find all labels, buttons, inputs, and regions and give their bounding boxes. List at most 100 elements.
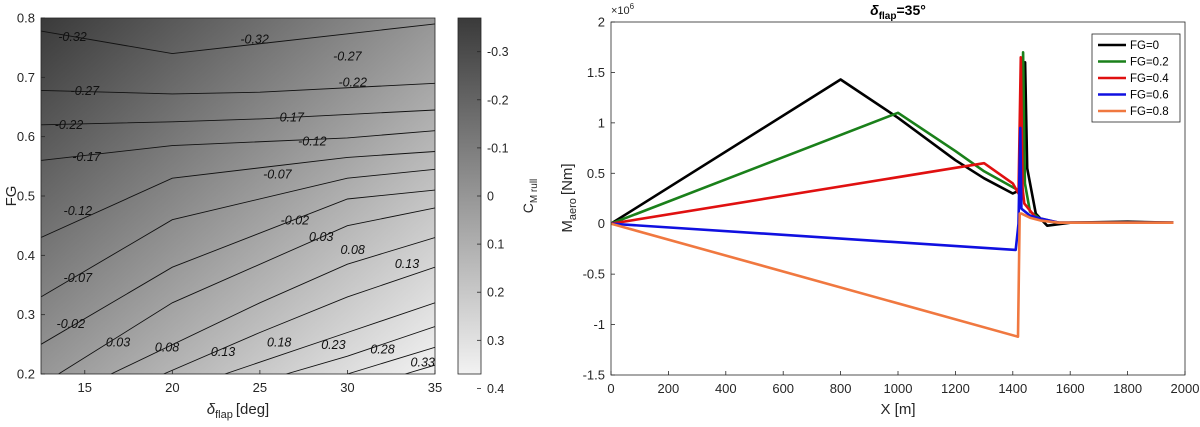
- contour-label-3-2: -0.22: [338, 76, 367, 90]
- legend-label-4: FG=0.6: [1130, 90, 1169, 102]
- contour-label-4-2: -0.17: [275, 111, 305, 125]
- contour-map-panel: -0.32 -0.32 -0.27 -0.27 -0.22 -0.22 -0.17 -0.17…: [3, 11, 442, 422]
- line-x-tick-label: 1800: [1113, 381, 1142, 396]
- contour-label-8-1: 0.03: [106, 336, 130, 350]
- contour-line-12: [286, 326, 435, 374]
- y-multiplier: ×106: [611, 2, 635, 17]
- colorbar-tick-label: -0.2: [487, 93, 509, 107]
- contour-label-2-1: -0.27: [71, 84, 101, 98]
- contour-label-12-1: 0.23: [321, 338, 345, 352]
- line-x-tick-label: 800: [830, 381, 852, 396]
- legend-label-1: FG=0: [1130, 40, 1159, 52]
- contour-x-axis-label: δflap [deg]: [207, 401, 269, 421]
- line-x-tick-label: 1400: [998, 381, 1027, 396]
- colorbar-ticks: -0.3 -0.2 -0.1 0 0.1 0.2 0.3 0.4: [477, 45, 509, 396]
- contour-label-5-2: -0.12: [298, 134, 327, 148]
- contour-line-13: [347, 346, 435, 374]
- line-series: [611, 50, 1174, 339]
- contour-line-3: [41, 109, 435, 126]
- contour-x-tick-label: 25: [253, 380, 267, 395]
- contour-y-tick-label: 0.3: [17, 307, 35, 322]
- contour-label-2-2: -0.27: [333, 50, 363, 64]
- legend-label-5: FG=0.8: [1130, 106, 1169, 118]
- colorbar-tick-label: 0.2: [487, 286, 504, 300]
- colorbar-tick-label: 0.3: [487, 334, 504, 348]
- contour-label-3-1: -0.22: [55, 118, 84, 132]
- contour-y-tick-label: 0.2: [17, 367, 35, 382]
- contour-label-6-2: -0.07: [263, 168, 293, 182]
- contour-line-7: [41, 189, 435, 345]
- contour-label-7-1: -0.02: [57, 317, 86, 331]
- contour-line-6: [41, 168, 435, 298]
- contour-x-ticks: 15 20 25 30 35: [78, 370, 442, 395]
- contour-label-5-1: -0.12: [64, 204, 93, 218]
- contour-label-4-1: -0.17: [72, 150, 102, 164]
- contour-label-1-1: -0.32: [58, 30, 87, 44]
- contour-label-1-2: -0.32: [240, 32, 269, 46]
- line-chart-title: δflap=35°: [870, 2, 926, 22]
- legend-label-3: FG=0.4: [1130, 73, 1169, 85]
- line-chart-plot-area: [611, 22, 1185, 375]
- contour-label-10-2: 0.13: [395, 257, 419, 271]
- series-line-5: [611, 212, 1174, 339]
- contour-y-tick-label: 0.6: [17, 129, 35, 144]
- line-y-tick-label: 0.5: [587, 166, 605, 181]
- line-y-tick-label: 1: [598, 115, 605, 130]
- contour-x-tick-label: 30: [340, 380, 354, 395]
- contour-line-9: [110, 237, 435, 374]
- contour-line-11: [224, 302, 435, 374]
- line-y-ticks: -1.5 -1 -0.5 0 0.5 1 1.5 2: [583, 15, 615, 383]
- line-x-tick-label: 2000: [1171, 381, 1200, 396]
- contour-y-ticks: 0.2 0.3 0.4 0.5 0.6 0.7 0.8: [17, 11, 45, 382]
- legend: FG=0 FG=0.2 FG=0.4 FG=0.6 FG=0.8: [1091, 33, 1181, 123]
- colorbar-tick-label: 0: [487, 190, 494, 204]
- contour-line-4: [41, 130, 435, 161]
- line-x-tick-label: 1600: [1056, 381, 1085, 396]
- contour-label-13-1: 0.28: [370, 343, 394, 357]
- colorbar-tick-label: 0.1: [487, 238, 504, 252]
- line-x-tick-label: 400: [715, 381, 737, 396]
- contour-label-6-1: -0.07: [64, 271, 94, 285]
- contour-label-11-1: 0.18: [267, 336, 291, 350]
- contour-line-5: [41, 151, 435, 238]
- contour-line-14: [405, 364, 435, 374]
- contour-line-10: [163, 266, 435, 374]
- line-chart-panel: 0 200 400 600 800 1000 1200 1400 1600 1800 2000 -1…: [559, 2, 1199, 418]
- line-y-tick-label: -1: [593, 317, 605, 332]
- colorbar-tick-label: -0.3: [487, 45, 509, 59]
- line-chart-frame: [610, 21, 1186, 376]
- line-x-axis-label: X [m]: [880, 401, 915, 418]
- contour-label-9-1: 0.08: [155, 340, 179, 354]
- line-y-tick-label: 1.5: [587, 65, 605, 80]
- line-y-tick-label: 0: [598, 216, 605, 231]
- line-x-tick-label: 1000: [884, 381, 913, 396]
- contour-x-tick-label: 15: [78, 380, 92, 395]
- line-x-tick-label: 200: [658, 381, 680, 396]
- line-y-tick-label: 2: [598, 15, 605, 30]
- contour-line-8: [58, 207, 435, 374]
- contour-y-tick-label: 0.7: [17, 70, 35, 85]
- line-y-tick-label: -1.5: [583, 368, 605, 383]
- contour-label-10-1: 0.13: [211, 345, 235, 359]
- line-y-tick-label: -0.5: [583, 267, 605, 282]
- contour-label-7-2: -0.02: [281, 213, 310, 227]
- contour-lines: [41, 23, 435, 374]
- line-x-tick-label: 0: [607, 381, 614, 396]
- contour-y-tick-label: 0.8: [17, 11, 35, 26]
- contour-y-tick-label: 0.4: [17, 248, 35, 263]
- colorbar-tick-label: 0.4: [487, 382, 504, 396]
- contour-line-1: [41, 23, 435, 55]
- contour-map-background: [41, 18, 435, 374]
- contour-label-9-2: 0.08: [341, 243, 365, 257]
- colorbar-label: CM rull: [520, 179, 540, 214]
- line-x-tick-label: 1200: [941, 381, 970, 396]
- legend-label-2: FG=0.2: [1130, 57, 1169, 69]
- line-x-ticks: 0 200 400 600 800 1000 1200 1400 1600 1800 2000: [607, 371, 1199, 396]
- colorbar: -0.3 -0.2 -0.1 0 0.1 0.2 0.3 0.4 CM rull: [457, 17, 540, 396]
- contour-labels: -0.32 -0.32 -0.27 -0.27 -0.22 -0.22 -0.17 -0.17…: [55, 30, 435, 370]
- colorbar-tick-label: -0.1: [487, 141, 509, 155]
- contour-y-axis-label: FG: [3, 186, 20, 207]
- contour-label-14-1: 0.33: [411, 356, 435, 370]
- contour-line-2: [41, 82, 435, 95]
